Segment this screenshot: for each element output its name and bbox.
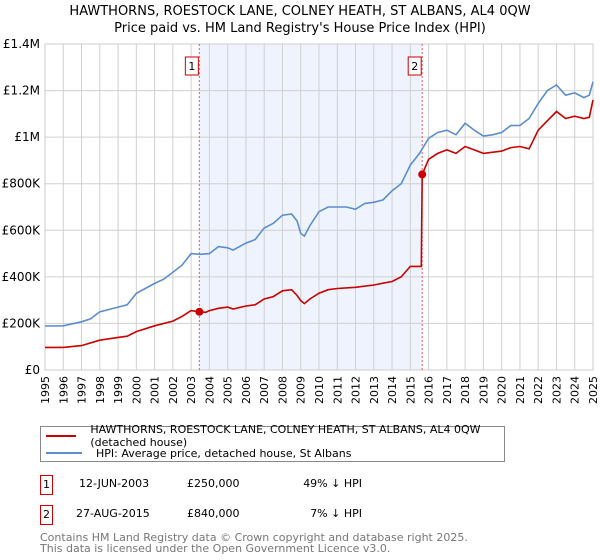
price-chart: 1995 1996 1997 1998 1999 2000 2001 2002 2003 2004… — [2, 37, 600, 404]
series-line — [45, 99, 594, 349]
x-tick-label: 2009 — [295, 376, 308, 404]
transaction-hpi: 49% ↓ HPI — [303, 477, 362, 490]
x-tick-label: 2020 — [496, 376, 509, 404]
x-tick-label: 2017 — [441, 376, 454, 404]
x-tick-label: 2015 — [404, 376, 417, 404]
x-tick-label: 2018 — [459, 376, 472, 404]
x-tick-label: 1995 — [39, 376, 52, 404]
legend-item-hpi: HPI: Average price, detached house, St A… — [41, 445, 351, 461]
transaction-badge: 2 — [40, 505, 53, 525]
sale-point — [195, 307, 204, 316]
legend: HAWTHORNS, ROESTOCK LANE, COLNEY HEATH, … — [40, 423, 505, 462]
y-tick-label: £1M — [14, 130, 40, 144]
sale-point — [418, 170, 427, 179]
transaction-row: 1 12-JUN-2003 £250,000 49% ↓ HPI — [40, 475, 600, 495]
x-tick-label: 2019 — [477, 376, 490, 404]
x-tick-label: 2016 — [423, 376, 436, 404]
x-tick-label: 2023 — [550, 376, 563, 404]
x-tick-label: 1998 — [94, 376, 107, 404]
legend-item-property: HAWTHORNS, ROESTOCK LANE, COLNEY HEATH, … — [41, 423, 504, 449]
plot-border — [44, 43, 594, 371]
transaction-price: £840,000 — [187, 507, 240, 520]
x-tick-label: 2011 — [331, 376, 344, 404]
x-tick-label: 1997 — [76, 376, 89, 404]
y-tick-label: £1.2M — [3, 84, 40, 98]
transaction-price: £250,000 — [187, 477, 240, 490]
chart-subtitle: Price paid vs. HM Land Registry's House … — [114, 21, 486, 36]
legend-label: HPI: Average price, detached house, St A… — [96, 446, 352, 460]
x-tick-label: 2012 — [350, 376, 363, 404]
x-tick-label: 2021 — [514, 376, 527, 404]
legend-line-red — [46, 435, 77, 437]
x-tick-label: 2013 — [368, 376, 381, 404]
y-tick-label: £0 — [25, 363, 40, 377]
marker-badge-label: 2 — [411, 60, 418, 73]
marker-badge — [407, 56, 422, 76]
x-tick-label: 2014 — [386, 376, 399, 404]
y-tick-label: £800K — [2, 177, 42, 191]
x-tick-label: 2024 — [569, 376, 582, 404]
x-tick-label: 2008 — [276, 376, 289, 404]
transaction-hpi: 7% ↓ HPI — [310, 507, 362, 520]
x-tick-label: 2007 — [258, 376, 271, 404]
y-tick-label: £1.4M — [3, 37, 40, 51]
marker-badge-label: 1 — [188, 60, 195, 73]
x-tick-label: 2005 — [222, 376, 235, 404]
x-tick-label: 2022 — [532, 376, 545, 404]
x-tick-label: 2000 — [130, 376, 143, 404]
transaction-date: 12-JUN-2003 — [79, 477, 150, 490]
x-tick-label: 1996 — [57, 376, 70, 404]
x-tick-label: 2010 — [313, 376, 326, 404]
x-tick-label: 2025 — [587, 376, 600, 404]
series-line — [44, 81, 594, 327]
x-tick-label: 2001 — [149, 376, 162, 404]
transaction-date: 27-AUG-2015 — [76, 507, 150, 520]
transaction-badge: 1 — [40, 475, 53, 495]
marker-badge — [184, 56, 199, 76]
legend-label: HAWTHORNS, ROESTOCK LANE, COLNEY HEATH, … — [90, 423, 481, 449]
shaded-period — [199, 44, 423, 370]
y-tick-label: £200K — [2, 316, 42, 330]
transaction-row: 2 27-AUG-2015 £840,000 7% ↓ HPI — [40, 505, 600, 525]
footer-licence: This data is licensed under the Open Gov… — [40, 542, 391, 555]
footer-copyright: Contains HM Land Registry data © Crown c… — [40, 531, 468, 544]
x-tick-label: 2003 — [185, 376, 198, 404]
x-tick-label: 1999 — [112, 376, 125, 404]
x-tick-label: 2002 — [167, 376, 180, 404]
x-tick-label: 2006 — [240, 376, 253, 404]
chart-title: HAWTHORNS, ROESTOCK LANE, COLNEY HEATH, … — [69, 4, 531, 19]
x-tick-label: 2004 — [203, 376, 216, 404]
legend-line-blue — [46, 452, 82, 454]
y-tick-label: £400K — [2, 270, 42, 284]
y-tick-label: £600K — [2, 223, 42, 237]
